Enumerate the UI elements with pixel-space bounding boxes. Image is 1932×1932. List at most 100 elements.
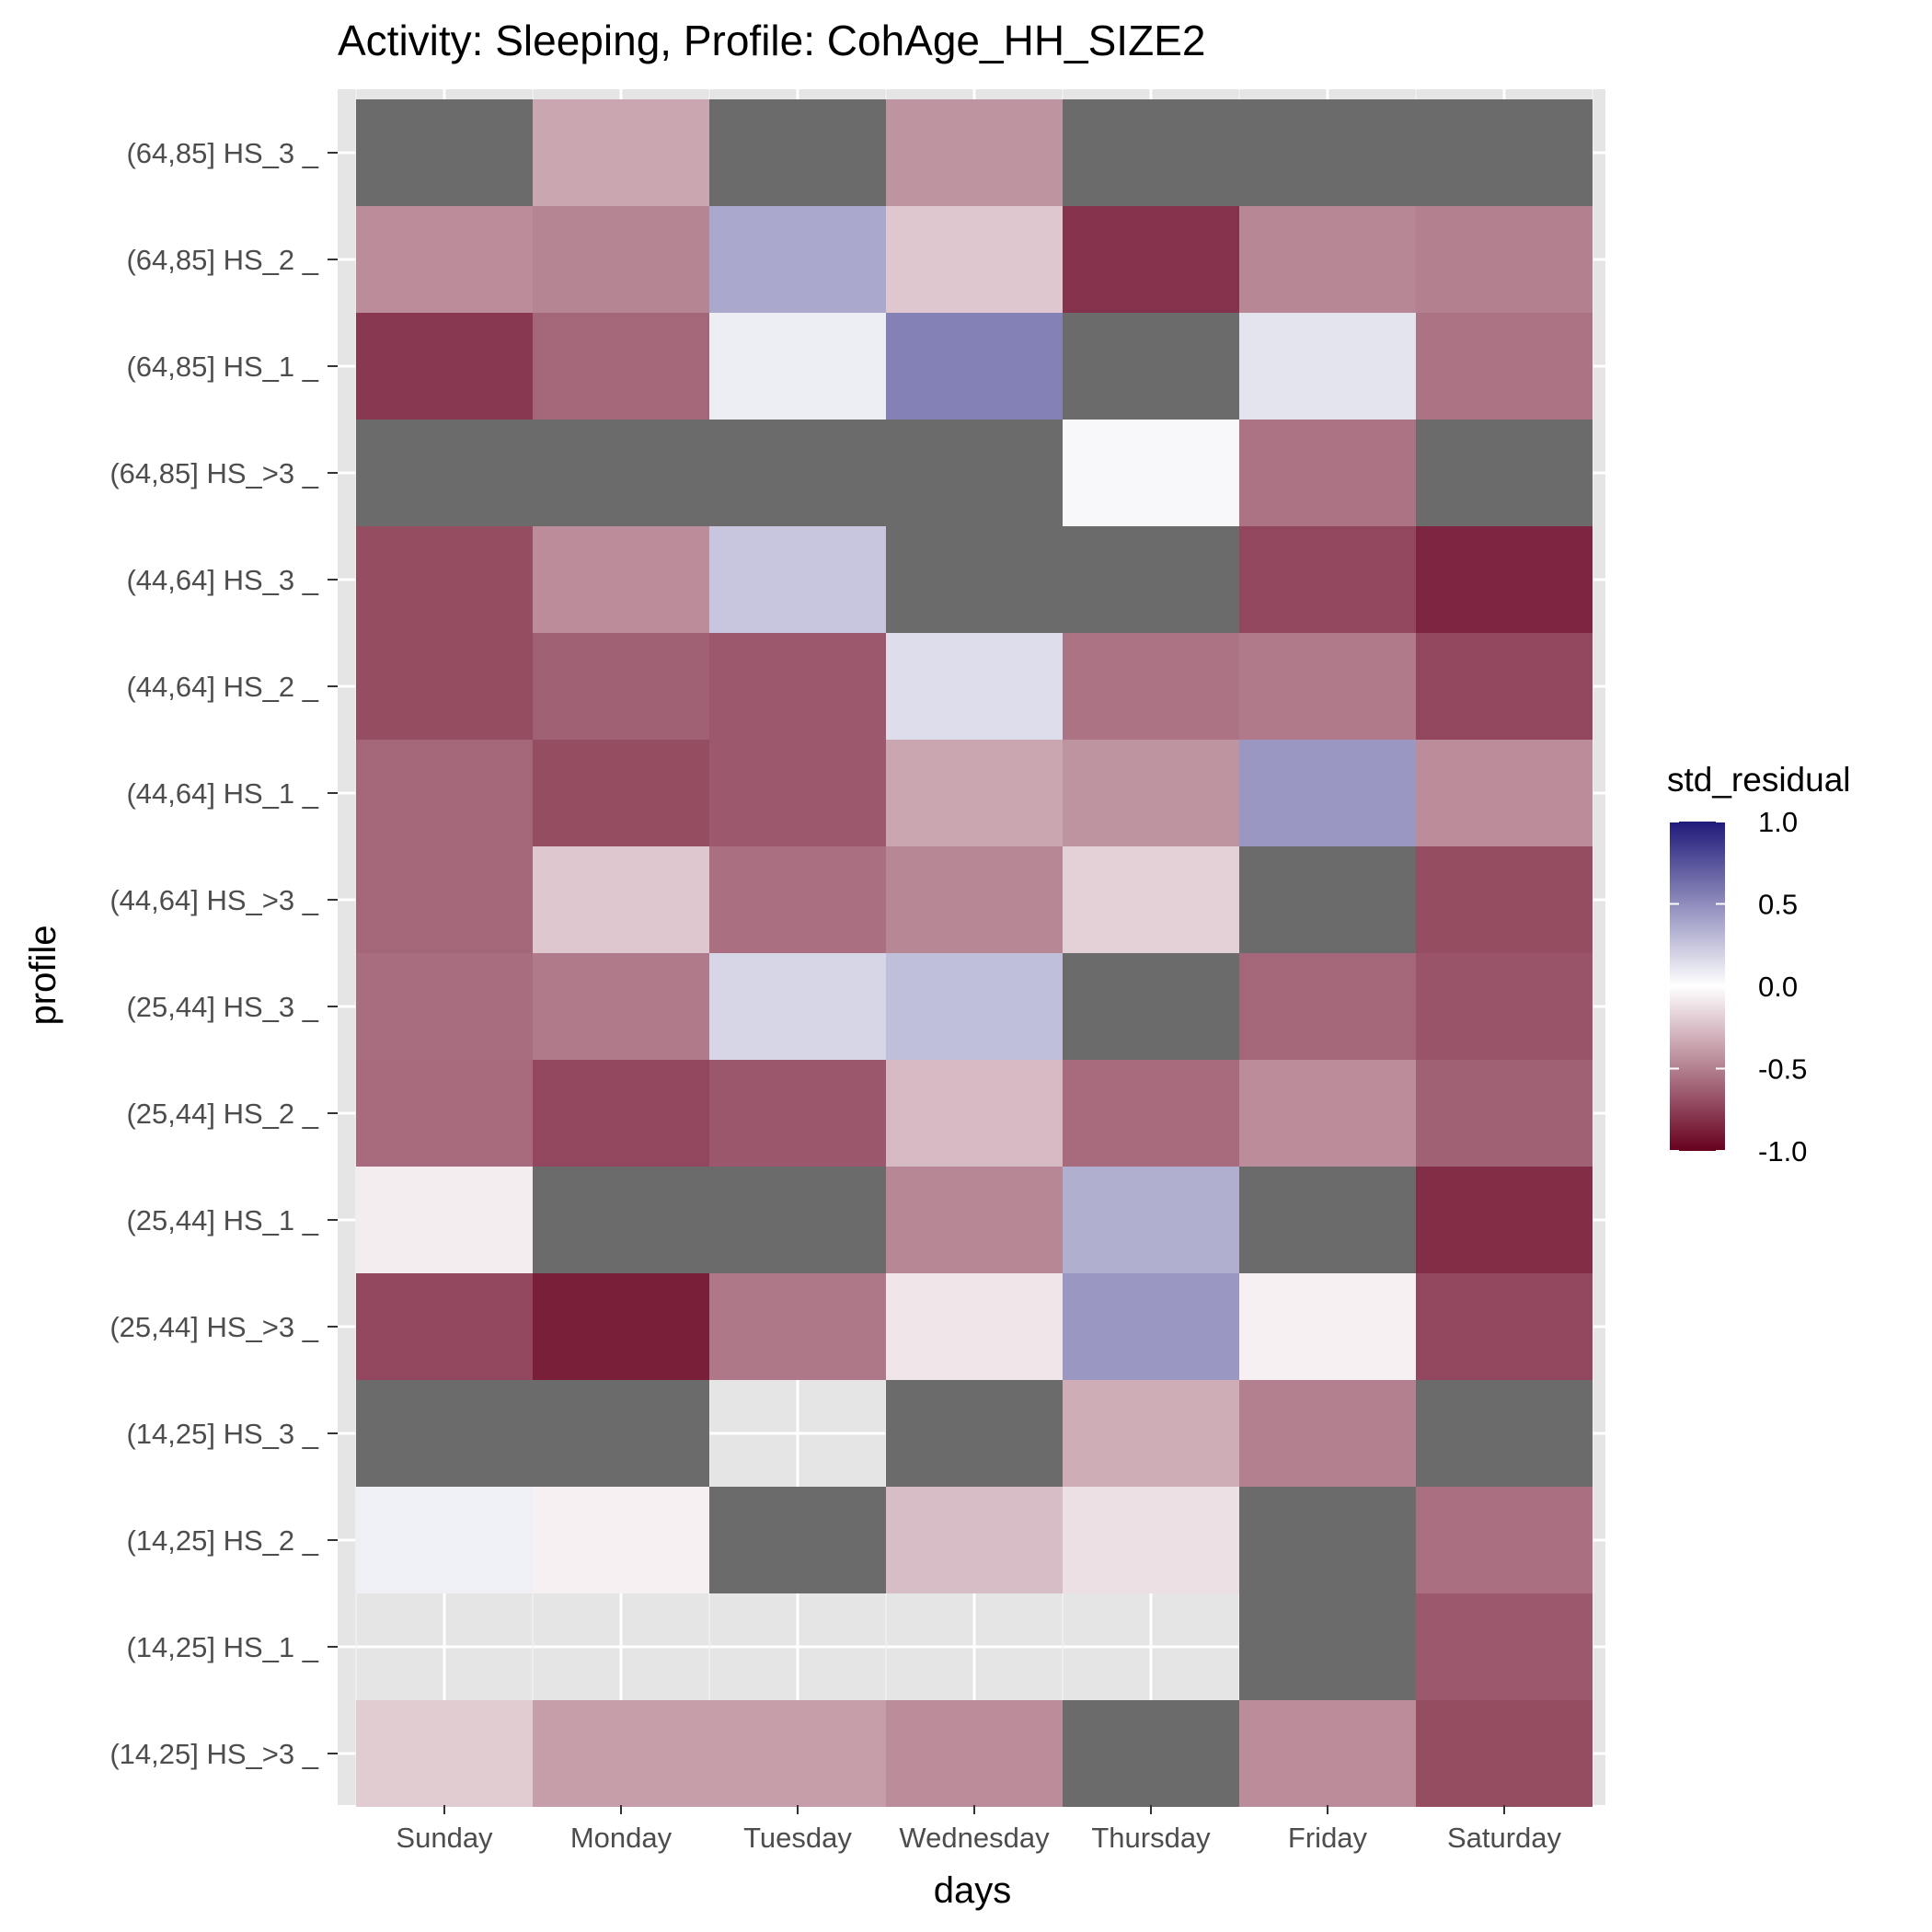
y-tick-label: (14,25] HS_3 _ bbox=[126, 1418, 318, 1450]
heatmap-cell bbox=[709, 99, 886, 206]
heatmap-cell bbox=[356, 420, 533, 526]
y-tick-label: (64,85] HS_1 _ bbox=[126, 351, 318, 383]
y-tick-label: (44,64] HS_1 _ bbox=[126, 777, 318, 810]
heatmap-cell bbox=[886, 1487, 1063, 1593]
legend-tick-label: 1.0 bbox=[1758, 806, 1798, 838]
heatmap-cell bbox=[886, 1380, 1063, 1487]
y-tick-label: (64,85] HS_>3 _ bbox=[109, 457, 318, 489]
legend-tick-label: 0.0 bbox=[1758, 971, 1798, 1003]
y-tick-label: (64,85] HS_2 _ bbox=[126, 244, 318, 276]
heatmap-cell bbox=[1416, 953, 1593, 1060]
heatmap-cell bbox=[886, 1167, 1063, 1273]
heatmap-cell bbox=[1416, 99, 1593, 206]
heatmap-cell bbox=[886, 1060, 1063, 1167]
heatmap-cell bbox=[886, 526, 1063, 633]
x-tick-label: Sunday bbox=[396, 1822, 493, 1854]
heatmap-cell bbox=[1416, 740, 1593, 846]
y-tick-label: (14,25] HS_2 _ bbox=[126, 1524, 318, 1557]
y-axis-tick-labels: (64,85] HS_3 _ (64,85] HS_2 _ (64,85] HS_1… bbox=[109, 137, 338, 1770]
heatmap-cell bbox=[533, 313, 709, 420]
heatmap-cell bbox=[1416, 1380, 1593, 1487]
heatmap-cell bbox=[533, 420, 709, 526]
heatmap-cell bbox=[886, 99, 1063, 206]
heatmap-cell bbox=[533, 846, 709, 953]
heatmap-cell bbox=[1063, 1700, 1239, 1807]
x-tick-label: Saturday bbox=[1447, 1822, 1562, 1854]
heatmap-cell bbox=[1416, 526, 1593, 633]
heatmap-cell bbox=[1063, 1380, 1239, 1487]
heatmap-cell bbox=[1416, 1273, 1593, 1380]
heatmap-cell bbox=[709, 953, 886, 1060]
heatmap-cell bbox=[886, 740, 1063, 846]
heatmap-cell bbox=[886, 420, 1063, 526]
heatmap-cell bbox=[356, 526, 533, 633]
heatmap-cell bbox=[1063, 99, 1239, 206]
heatmap-cell bbox=[1416, 1700, 1593, 1807]
y-tick-label: (25,44] HS_1 _ bbox=[126, 1204, 318, 1236]
heatmap-cell bbox=[1239, 526, 1416, 633]
heatmap-cell bbox=[1416, 1487, 1593, 1593]
heatmap-cell bbox=[356, 953, 533, 1060]
heatmap-cell bbox=[1416, 313, 1593, 420]
heatmap-cell bbox=[1063, 313, 1239, 420]
x-axis-title: days bbox=[934, 1870, 1012, 1911]
heatmap-cell bbox=[356, 1060, 533, 1167]
heatmap-cell bbox=[1063, 633, 1239, 740]
heatmap-cell bbox=[1063, 526, 1239, 633]
heatmap-cell bbox=[356, 1380, 533, 1487]
y-axis-title: profile bbox=[23, 926, 63, 1026]
color-legend: std_residual 1.0 0.5 0.0 -0.5 -1.0 bbox=[1667, 761, 1851, 1167]
x-tick-label: Tuesday bbox=[743, 1822, 852, 1854]
heatmap-cell bbox=[1063, 740, 1239, 846]
y-tick-label: (25,44] HS_2 _ bbox=[126, 1098, 318, 1130]
heatmap-cell bbox=[356, 740, 533, 846]
heatmap-cell bbox=[533, 1060, 709, 1167]
heatmap-cell bbox=[533, 1273, 709, 1380]
heatmap-cell bbox=[1239, 633, 1416, 740]
heatmap-cell bbox=[886, 206, 1063, 313]
heatmap-cell bbox=[356, 1273, 533, 1380]
heatmap-cell bbox=[886, 1700, 1063, 1807]
heatmap-cell bbox=[709, 846, 886, 953]
heatmap-cell bbox=[1416, 1167, 1593, 1273]
y-tick-label: (25,44] HS_3 _ bbox=[126, 991, 318, 1023]
heatmap-cell bbox=[1063, 420, 1239, 526]
heatmap-cell bbox=[533, 1487, 709, 1593]
heatmap-cell bbox=[356, 846, 533, 953]
heatmap-cell bbox=[533, 740, 709, 846]
heatmap-cell bbox=[1239, 1593, 1416, 1700]
heatmap-cell bbox=[1239, 740, 1416, 846]
heatmap-cell bbox=[1239, 1700, 1416, 1807]
heatmap-cell bbox=[1239, 846, 1416, 953]
heatmap-cell bbox=[356, 206, 533, 313]
y-tick-label: (44,64] HS_3 _ bbox=[126, 564, 318, 596]
heatmap-cell bbox=[356, 1700, 533, 1807]
heatmap-cell bbox=[709, 633, 886, 740]
heatmap-cell bbox=[1063, 1487, 1239, 1593]
heatmap-cell bbox=[709, 313, 886, 420]
heatmap-cell bbox=[1416, 846, 1593, 953]
heatmap-cell bbox=[1239, 953, 1416, 1060]
heatmap-cell bbox=[1239, 420, 1416, 526]
heatmap-cell bbox=[533, 1380, 709, 1487]
heatmap-cell bbox=[709, 526, 886, 633]
heatmap-cell bbox=[1239, 1273, 1416, 1380]
legend-tick-label: 0.5 bbox=[1758, 889, 1798, 921]
heatmap-cell bbox=[1239, 1487, 1416, 1593]
y-tick-label: (44,64] HS_2 _ bbox=[126, 671, 318, 703]
legend-tick-label: -1.0 bbox=[1758, 1135, 1807, 1167]
heatmap-cell bbox=[709, 740, 886, 846]
y-tick-label: (44,64] HS_>3 _ bbox=[109, 884, 318, 916]
heatmap-cell bbox=[1416, 420, 1593, 526]
heatmap-cell bbox=[1063, 206, 1239, 313]
heatmap-cell bbox=[1416, 206, 1593, 313]
y-tick-label: (14,25] HS_>3 _ bbox=[109, 1738, 318, 1770]
heatmap-cell bbox=[356, 633, 533, 740]
y-tick-label: (25,44] HS_>3 _ bbox=[109, 1311, 318, 1343]
heatmap-cell bbox=[709, 1273, 886, 1380]
heatmap-cell bbox=[1063, 1060, 1239, 1167]
heatmap-cell bbox=[709, 1487, 886, 1593]
heatmap-cell bbox=[1239, 1060, 1416, 1167]
heatmap-cell bbox=[1063, 1167, 1239, 1273]
